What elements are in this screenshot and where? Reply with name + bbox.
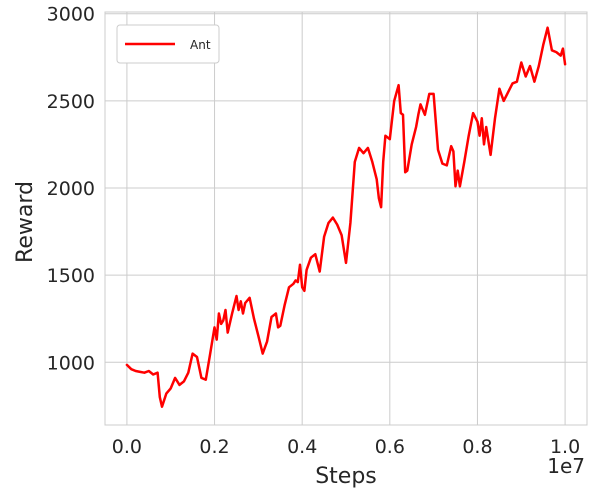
tick-labels: 0.0 0.2 0.4 0.6 0.8 1.0 1000 1500 2000 2500 3000: [47, 4, 581, 458]
legend-label-ant: Ant: [190, 38, 211, 52]
x-offset-label: 1e7: [547, 454, 585, 478]
x-tick-label: 0.8: [462, 436, 492, 458]
grid: [105, 12, 587, 425]
y-axis-label: Reward: [13, 181, 38, 263]
x-tick-label: 0.0: [112, 436, 142, 458]
y-tick-label: 2500: [47, 91, 95, 113]
x-tick-label: 0.2: [199, 436, 229, 458]
y-tick-label: 3000: [47, 4, 95, 26]
legend: Ant: [116, 24, 220, 64]
x-tick-label: 0.4: [287, 436, 317, 458]
x-tick-label: 0.6: [375, 436, 405, 458]
series-layer: [125, 26, 567, 408]
y-tick-label: 1000: [47, 352, 95, 374]
x-tick-label: 1.0: [550, 436, 580, 458]
y-tick-label: 1500: [47, 265, 95, 287]
series-line-ant: [125, 26, 567, 408]
y-tick-label: 2000: [47, 178, 95, 200]
plot-frame: [104, 11, 588, 426]
x-axis-label: Steps: [315, 464, 377, 489]
